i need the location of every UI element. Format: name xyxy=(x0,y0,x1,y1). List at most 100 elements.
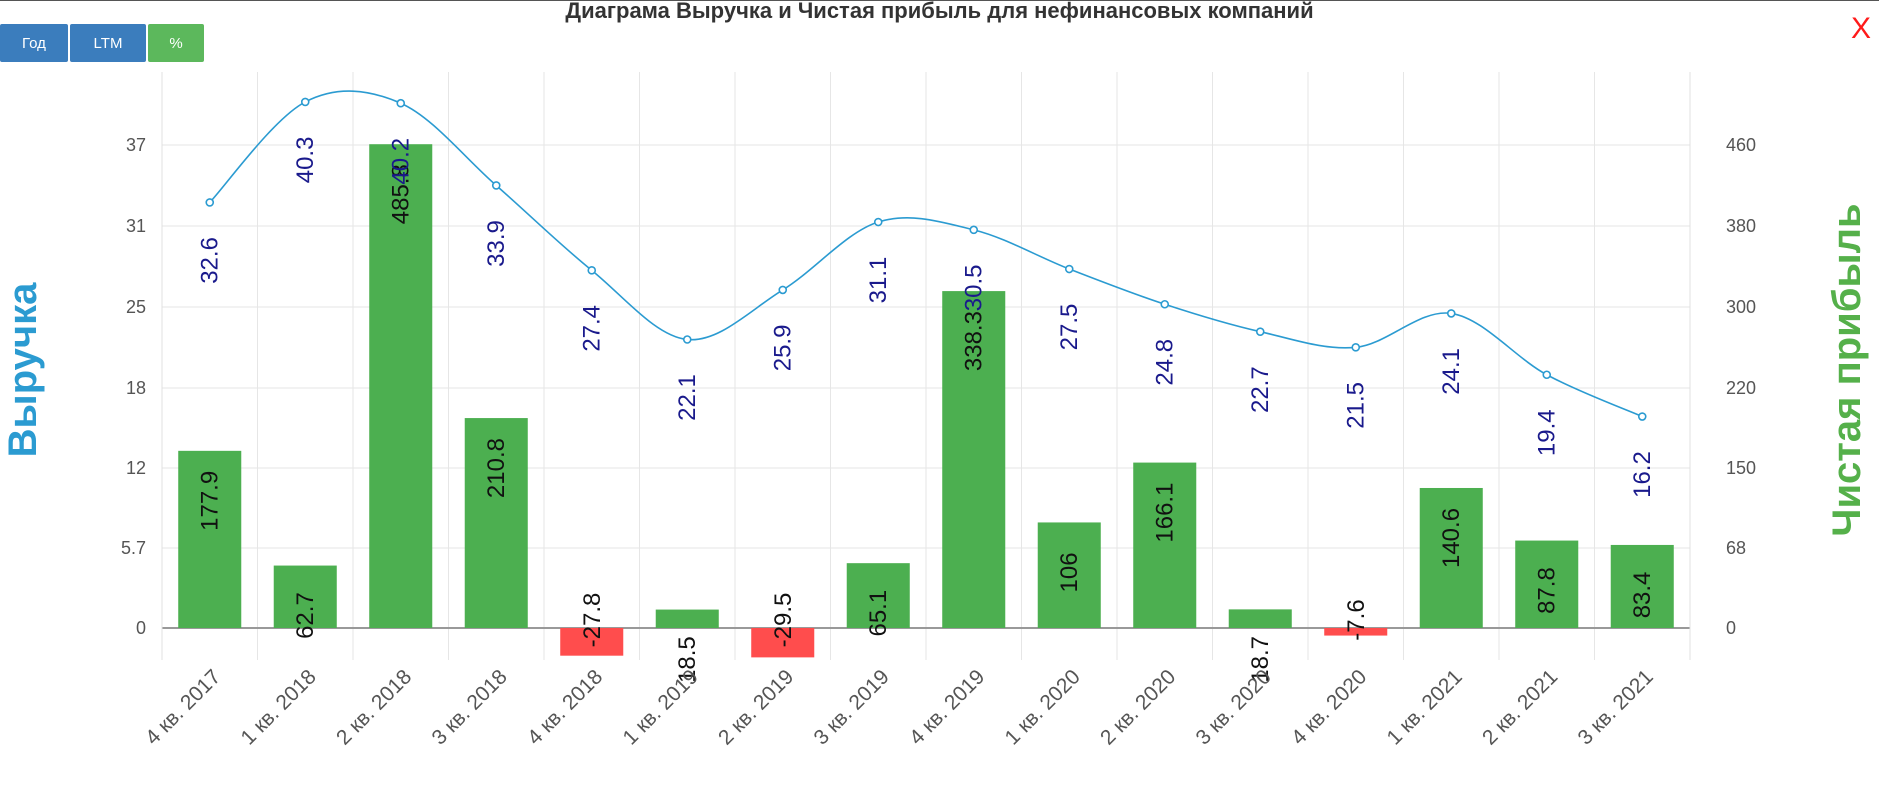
revenue-point-label: 25.9 xyxy=(770,325,797,372)
profit-bar-label: 166.1 xyxy=(1152,483,1179,543)
x-tick-label: 4 кв. 2018 xyxy=(523,665,607,749)
revenue-point-label: 27.4 xyxy=(579,305,606,352)
profit-bar-label: 177.9 xyxy=(197,471,224,531)
left-tick-label: 37 xyxy=(126,135,146,155)
revenue-point xyxy=(1446,309,1456,318)
revenue-point-label: 33.9 xyxy=(483,220,510,267)
profit-bar-label: 87.8 xyxy=(1534,567,1561,614)
revenue-point xyxy=(1160,299,1170,309)
x-tick-label: 2 кв. 2019 xyxy=(714,665,798,749)
revenue-point xyxy=(969,225,979,235)
revenue-point xyxy=(1637,412,1647,421)
right-tick-label: 300 xyxy=(1726,297,1756,317)
x-tick-label: 2 кв. 2021 xyxy=(1478,665,1562,749)
profit-bar-label: 338.3 xyxy=(961,311,988,371)
profit-bar-label: 65.1 xyxy=(865,590,892,637)
profit-bar-label: 485.8 xyxy=(388,164,415,224)
profit-bar xyxy=(942,291,1006,628)
profit-bar-label: 83.4 xyxy=(1629,572,1656,619)
revenue-point xyxy=(491,181,501,190)
revenue-point-label: 40.3 xyxy=(292,137,319,184)
revenue-point xyxy=(778,285,788,295)
revenue-point xyxy=(300,97,310,107)
revenue-point xyxy=(873,217,883,227)
x-tick-label: 2 кв. 2018 xyxy=(332,665,416,749)
revenue-point xyxy=(682,335,692,344)
revenue-point-label: 40.2 xyxy=(388,138,415,185)
revenue-point xyxy=(587,266,597,275)
right-tick-label: 460 xyxy=(1726,135,1756,155)
profit-bar-label: 18.5 xyxy=(674,636,701,683)
right-tick-label: 68 xyxy=(1726,538,1746,558)
profit-bar-label: 140.6 xyxy=(1438,508,1465,568)
profit-bar xyxy=(1419,487,1483,628)
right-tick-label: 380 xyxy=(1726,216,1756,236)
x-tick-label: 3 кв. 2019 xyxy=(809,665,893,749)
profit-bar xyxy=(560,628,624,656)
revenue-point-label: 24.1 xyxy=(1438,348,1465,395)
left-tick-label: 31 xyxy=(126,216,146,236)
profit-bar-label: -29.5 xyxy=(770,593,797,648)
left-tick-label: 25 xyxy=(126,297,146,317)
right-tick-label: 220 xyxy=(1726,378,1756,398)
close-icon[interactable]: X xyxy=(1850,12,1871,45)
left-tick-label: 5.7 xyxy=(121,538,146,558)
revenue-point-label: 30.5 xyxy=(961,264,988,311)
percent-button[interactable]: % xyxy=(148,24,204,62)
revenue-point-label: 19.4 xyxy=(1534,409,1561,456)
x-tick-label: 1 кв. 2021 xyxy=(1382,665,1466,749)
x-tick-label: 4 кв. 2020 xyxy=(1287,665,1371,749)
left-tick-label: 0 xyxy=(136,618,146,638)
right-tick-label: 0 xyxy=(1726,618,1736,638)
revenue-point xyxy=(1255,327,1265,336)
revenue-point xyxy=(1064,264,1074,274)
top-border xyxy=(0,0,1879,1)
x-tick-label: 1 кв. 2018 xyxy=(236,665,320,749)
profit-bar xyxy=(369,144,433,628)
period-toggle-group: Год LTM % xyxy=(0,24,204,62)
profit-bar xyxy=(178,450,242,628)
ltm-button[interactable]: LTM xyxy=(70,24,146,62)
profit-bar xyxy=(464,418,528,628)
profit-bar xyxy=(1037,522,1101,628)
profit-bar xyxy=(1515,540,1579,628)
profit-bar xyxy=(655,609,719,628)
year-button[interactable]: Год xyxy=(0,24,68,62)
x-tick-label: 1 кв. 2019 xyxy=(618,665,702,749)
revenue-point xyxy=(1542,370,1552,380)
profit-bar-label: 210.8 xyxy=(483,438,510,498)
right-tick-label: 150 xyxy=(1726,458,1756,478)
x-tick-label: 3 кв. 2018 xyxy=(427,665,511,749)
left-tick-label: 18 xyxy=(126,378,146,398)
profit-bar xyxy=(1133,462,1197,628)
x-tick-label: 4 кв. 2017 xyxy=(141,665,225,749)
profit-bar xyxy=(846,563,910,628)
revenue-point-label: 22.1 xyxy=(674,374,701,421)
x-tick-label: 3 кв. 2020 xyxy=(1191,665,1275,749)
profit-bar-label: -7.6 xyxy=(1343,599,1370,640)
revenue-point-label: 31.1 xyxy=(865,257,892,304)
revenue-point xyxy=(396,98,406,108)
chart-title: Диаграма Выручка и Чистая прибыль для не… xyxy=(565,0,1314,23)
revenue-point-label: 22.7 xyxy=(1247,366,1274,413)
profit-bar-label: 106 xyxy=(1056,552,1083,592)
profit-bar xyxy=(751,628,815,658)
revenue-point xyxy=(205,198,215,207)
profit-bar-label: 18.7 xyxy=(1247,636,1274,683)
x-tick-label: 3 кв. 2021 xyxy=(1573,665,1657,749)
x-tick-label: 4 кв. 2019 xyxy=(905,665,989,749)
right-axis-title: Чистая прибыль xyxy=(1825,203,1869,536)
revenue-line xyxy=(209,90,1643,418)
left-axis-title: Выручка xyxy=(1,282,45,457)
x-tick-label: 1 кв. 2020 xyxy=(1000,665,1084,749)
revenue-point-label: 32.6 xyxy=(197,237,224,284)
revenue-point-label: 27.5 xyxy=(1056,304,1083,351)
profit-bar xyxy=(273,565,337,628)
revenue-point xyxy=(1351,343,1361,352)
left-tick-label: 12 xyxy=(126,458,146,478)
profit-bar xyxy=(1228,609,1292,628)
x-tick-label: 2 кв. 2020 xyxy=(1096,665,1180,749)
revenue-point-label: 24.8 xyxy=(1152,339,1179,386)
revenue-point-label: 16.2 xyxy=(1629,451,1656,498)
